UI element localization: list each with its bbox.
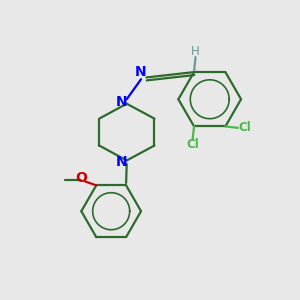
Text: N: N — [135, 65, 147, 80]
Text: H: H — [191, 45, 200, 58]
Text: Cl: Cl — [238, 122, 251, 134]
Text: N: N — [116, 155, 127, 169]
Text: N: N — [116, 95, 127, 109]
Text: Cl: Cl — [186, 138, 199, 152]
Text: O: O — [75, 172, 87, 185]
